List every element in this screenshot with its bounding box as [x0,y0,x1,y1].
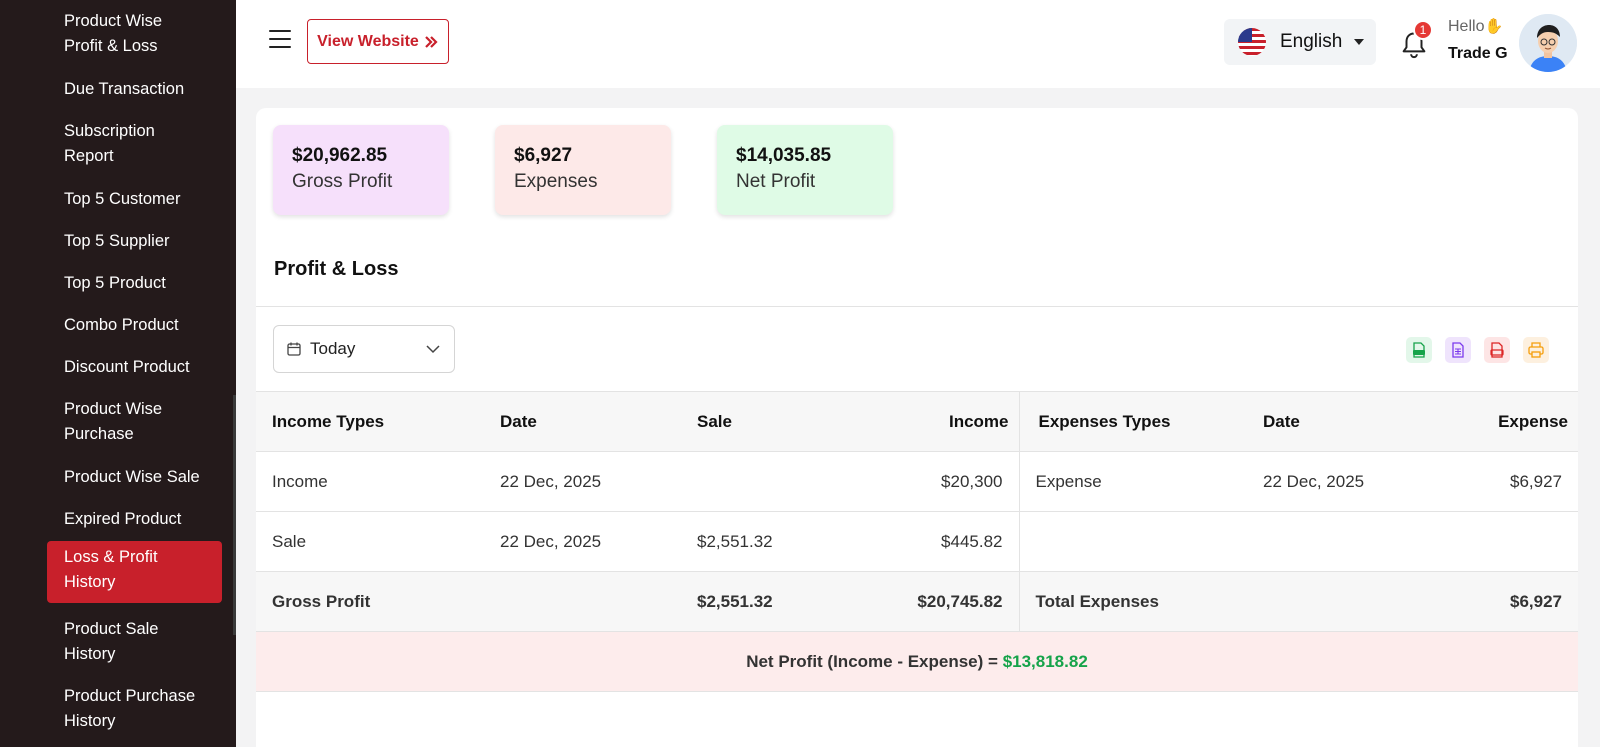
empty-cell [484,571,681,632]
sidebar-item-combo-product[interactable]: Combo Product [64,316,179,334]
cell-income-type: Income [256,451,484,512]
table-row: Sale 22 Dec, 2025 $2,551.32 $445.82 [256,511,1578,572]
sidebar-item-discount-product[interactable]: Discount Product [64,358,190,376]
profit-loss-card: $20,962.85 Gross Profit $6,927 Expenses … [256,108,1578,747]
notification-badge: 1 [1413,20,1433,40]
cell-expense-date [1247,511,1432,572]
net-profit-value: $13,818.82 [1002,651,1088,671]
sidebar: Product Wise Profit & Loss Due Transacti… [0,0,236,747]
col-income-types: Income Types [256,391,484,452]
stat-card-gross-profit: $20,962.85 Gross Profit [273,125,449,215]
net-profit-row: Net Profit (Income - Expense) = $13,818.… [256,631,1578,692]
sidebar-item-product-purchase-history[interactable]: Product Purchase History [64,687,196,730]
stat-label: Gross Profit [292,171,393,192]
top-header: View Website English 1 Hello✋ Trade G [236,0,1600,88]
cell-income: $445.82 [857,511,1020,572]
col-expense: Expense [1432,391,1578,452]
print-button[interactable] [1523,337,1549,363]
view-website-button[interactable]: View Website [307,19,449,64]
page-title: Profit & Loss [274,258,399,280]
cell-expense-date: 22 Dec, 2025 [1247,451,1432,512]
export-pdf-button[interactable] [1484,337,1510,363]
printer-icon [1528,342,1544,358]
date-filter-select[interactable]: Today [273,325,455,373]
col-expenses-types: Expenses Types [1019,391,1247,452]
calendar-icon [287,342,301,356]
stat-value: $6,927 [514,145,573,166]
sidebar-item-loss-profit-history[interactable]: Loss & Profit History [47,541,222,603]
greeting-text: Hello [1448,18,1485,35]
stat-card-net-profit: $14,035.85 Net Profit [717,125,893,215]
double-chevron-right-icon [425,35,438,48]
table-row: Income 22 Dec, 2025 $20,300 Expense 22 D… [256,451,1578,512]
chevron-down-icon [426,345,440,354]
stat-card-expenses: $6,927 Expenses [495,125,671,215]
export-csv-button[interactable] [1406,337,1432,363]
sidebar-item-product-wise-profit-loss[interactable]: Product Wise Profit & Loss [64,12,163,55]
csv-file-icon [1413,342,1425,358]
cell-date: 22 Dec, 2025 [484,451,681,512]
sidebar-item-subscription-report[interactable]: Subscription Report [64,122,155,165]
us-flag-icon [1238,28,1266,56]
stat-value: $20,962.85 [292,145,388,166]
divider [256,306,1578,307]
col-expense-date: Date [1247,391,1432,452]
table-header-row: Income Types Date Sale Income Expenses T… [256,391,1578,452]
cell-expense-type [1019,511,1247,572]
net-profit-label: Net Profit (Income - Expense) = [746,651,998,671]
total-income: $20,745.82 [857,571,1020,632]
spreadsheet-icon [1452,342,1464,358]
cell-income: $20,300 [857,451,1020,512]
date-filter-value: Today [310,339,356,358]
sidebar-item-top-5-customer[interactable]: Top 5 Customer [64,190,181,208]
language-label: English [1280,31,1343,52]
avatar[interactable] [1519,14,1577,72]
caret-down-icon [1354,39,1365,45]
sidebar-item-product-wise-purchase[interactable]: Product Wise Purchase [64,400,163,443]
total-sale: $2,551.32 [681,571,857,632]
sidebar-scrollbar[interactable] [233,395,236,635]
sidebar-item-product-sale-history[interactable]: Product Sale History [64,620,159,663]
menu-toggle-icon[interactable] [269,30,291,50]
view-website-label: View Website [317,32,419,50]
sidebar-item-due-transaction[interactable]: Due Transaction [64,80,185,98]
col-income: Income [857,391,1020,452]
empty-cell [1247,571,1432,632]
sidebar-item-expired-product[interactable]: Expired Product [64,510,182,528]
totals-row: Gross Profit $2,551.32 $20,745.82 Total … [256,571,1578,632]
cell-expense [1432,511,1578,572]
sidebar-item-top-5-product[interactable]: Top 5 Product [64,274,166,292]
user-avatar-icon [1519,14,1577,72]
sidebar-item-product-wise-sale[interactable]: Product Wise Sale [64,468,200,486]
sidebar-item-top-5-supplier[interactable]: Top 5 Supplier [64,232,170,250]
export-excel-button[interactable] [1445,337,1471,363]
cell-expense: $6,927 [1432,451,1578,512]
net-profit-cell: Net Profit (Income - Expense) = $13,818.… [256,631,1578,692]
cell-date: 22 Dec, 2025 [484,511,681,572]
stat-value: $14,035.85 [736,145,832,166]
greeting: Hello✋ [1448,17,1503,36]
wave-hand-icon: ✋ [1484,18,1504,35]
pdf-file-icon [1490,342,1504,358]
gross-profit-label: Gross Profit [256,571,484,632]
cell-sale: $2,551.32 [681,511,857,572]
cell-sale [681,451,857,512]
cell-income-type: Sale [256,511,484,572]
col-sale: Sale [681,391,857,452]
stat-label: Net Profit [736,171,816,192]
user-name: Trade G [1448,45,1508,62]
stat-label: Expenses [514,171,598,192]
profit-loss-table: Income Types Date Sale Income Expenses T… [256,391,1578,692]
total-expense: $6,927 [1432,571,1578,632]
col-date: Date [484,391,681,452]
total-expenses-label: Total Expenses [1019,571,1247,632]
language-selector[interactable]: English [1224,19,1376,65]
cell-expense-type: Expense [1019,451,1247,512]
